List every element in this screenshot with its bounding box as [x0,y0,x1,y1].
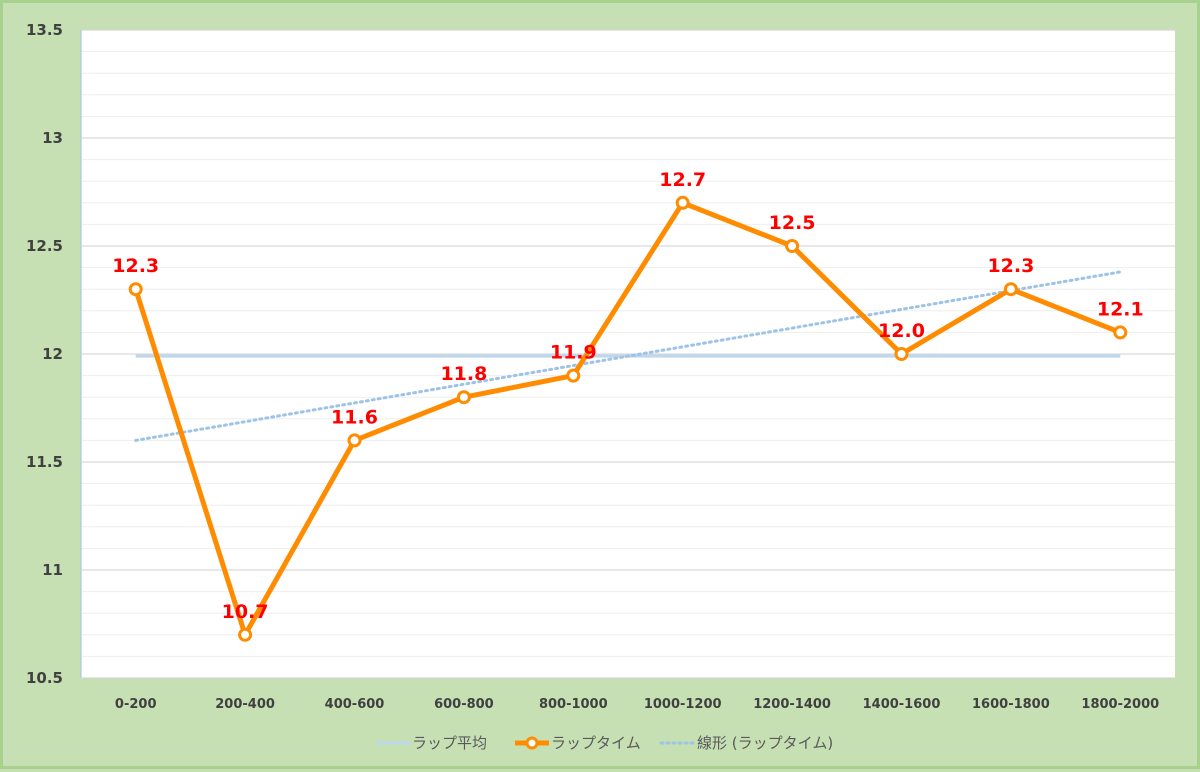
x-tick-label: 200-400 [215,697,275,712]
line-chart: 10.5 11 11.5 12 12.5 13 13.5 0-200 200-400 400-6… [26,21,1175,752]
data-label: 12.5 [769,212,816,234]
lap-time-point [1113,325,1128,340]
lap-time-point [566,368,581,383]
y-tick-label: 11.5 [26,453,63,471]
legend-item: ラップ平均 [376,734,487,752]
data-label: 11.8 [440,363,487,385]
y-tick-label: 11 [42,561,63,579]
y-tick-label: 13 [42,129,63,147]
y-axis: 10.5 11 11.5 12 12.5 13 13.5 [26,21,82,687]
legend-label: 線形 (ラップタイム) [697,734,833,752]
lap-time-point [675,195,690,210]
y-tick-label: 10.5 [26,669,63,687]
data-label: 11.6 [331,406,378,428]
x-axis: 0-200 200-400 400-600 600-800 800-1000 1000-1… [81,677,1175,712]
legend-item: 線形 (ラップタイム) [659,734,833,752]
lap-time-point [785,239,800,253]
lap-time-point [1003,282,1018,297]
gridlines [81,29,1175,679]
x-tick-label: 1200-1400 [753,697,831,712]
series-layer [128,195,1128,642]
lap-time-point [456,390,471,405]
legend: ラップ平均 ラップタイム 線形 (ラップタイム) [376,734,833,752]
y-tick-label: 12 [42,345,63,363]
legend-label: ラップタイム [551,734,641,752]
y-tick-label: 12.5 [26,237,63,255]
x-tick-label: 1800-2000 [1081,697,1159,712]
x-tick-label: 1000-1200 [644,697,722,712]
x-tick-label: 1600-1800 [972,697,1050,712]
lap-time-point [238,627,253,642]
lap-time-point [347,433,362,448]
data-label: 12.0 [878,320,925,342]
lap-time-line [133,200,1123,638]
data-label: 12.1 [1097,298,1144,320]
data-label: 10.7 [222,601,269,623]
legend-swatch-marker [525,736,539,750]
data-label: 12.3 [112,255,159,277]
x-tick-label: 1400-1600 [863,697,941,712]
legend-item: ラップタイム [515,734,641,752]
lap-time-point [128,282,143,297]
data-label: 12.3 [987,255,1034,277]
trendline [134,270,1122,442]
y-tick-label: 13.5 [26,21,63,39]
data-label: 11.9 [550,342,597,364]
x-tick-label: 0-200 [115,697,157,712]
x-tick-label: 800-1000 [539,697,608,712]
legend-label: ラップ平均 [412,734,487,752]
data-label: 12.7 [659,169,706,191]
data-labels: 12.3 10.7 11.6 11.8 11.9 12.7 12.5 12.0 12.3 12.1 [112,169,1143,623]
lap-time-point [894,347,909,361]
x-tick-label: 400-600 [325,697,385,712]
x-tick-label: 600-800 [434,697,494,712]
